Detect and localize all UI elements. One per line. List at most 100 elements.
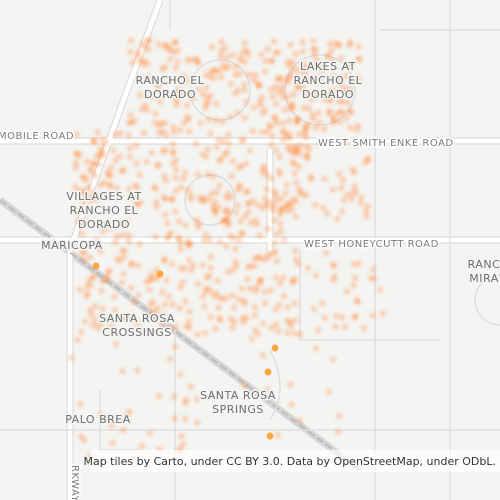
incident-dot: [333, 110, 340, 118]
incident-dot: [303, 65, 310, 72]
incident-dot: [216, 182, 223, 189]
incident-dot: [332, 323, 339, 330]
incident-dot: [250, 104, 257, 111]
incident-dot: [369, 311, 376, 319]
incident-dot: [177, 284, 184, 291]
incident-dot: [170, 123, 177, 131]
incident-dot: [217, 391, 224, 398]
incident-dot: [219, 118, 226, 125]
incident-dot: [339, 208, 346, 215]
incident-dot: [128, 260, 135, 267]
incident-dot: [149, 298, 157, 305]
incident-dot: [284, 303, 291, 311]
incident-dot: [314, 78, 321, 86]
incident-dot: [341, 323, 349, 331]
incident-dot: [264, 386, 271, 394]
incident-dot: [79, 249, 86, 256]
incident-dot: [252, 287, 259, 295]
incident-dot: [133, 320, 141, 327]
incident-dot: [326, 40, 334, 48]
incident-dot: [108, 322, 116, 330]
incident-dot: [155, 393, 163, 400]
incident-dot: [139, 442, 146, 450]
incident-dot: [231, 318, 238, 326]
incident-dot: [162, 131, 170, 139]
incident-dot: [83, 158, 91, 165]
incident-dot: [203, 153, 210, 160]
incident-dot: [295, 130, 303, 138]
incident-dot: [361, 159, 369, 166]
incident-dot: [315, 109, 322, 117]
incident-dot: [296, 150, 303, 157]
incident-dot: [267, 123, 275, 131]
incident-dot: [367, 274, 375, 282]
incident-dot: [355, 260, 363, 267]
incident-dot: [146, 429, 153, 437]
incident-dot: [291, 299, 299, 307]
incident-dot: [238, 137, 245, 145]
incident-dot: [243, 314, 250, 322]
incident-dot: [210, 173, 217, 180]
incident-dot: [279, 136, 287, 144]
incident-dot: [137, 199, 144, 206]
incident-dot: [245, 188, 252, 196]
incident-dot: [216, 238, 224, 245]
incident-dot: [353, 140, 361, 148]
incident-dot: [362, 207, 370, 215]
incident-dot: [223, 148, 231, 156]
incident-dot: [281, 236, 288, 243]
incident-dot: [89, 160, 97, 167]
incident-dot: [112, 157, 119, 164]
incident-dot: [78, 328, 85, 335]
incident-dot: [285, 146, 292, 153]
incident-dot: [169, 150, 176, 157]
incident-dot: [305, 105, 313, 112]
incident-dot: [272, 321, 280, 328]
incident-dot: [83, 283, 91, 291]
incident-dot: [223, 54, 231, 61]
incident-dot: [313, 90, 320, 97]
incident-dot: [241, 382, 249, 389]
incident-dot: [162, 211, 169, 218]
incident-dot: [98, 287, 105, 295]
incident-dot: [202, 101, 210, 108]
incident-dot: [264, 225, 271, 233]
incident-dot: [202, 329, 209, 337]
incident-dot: [181, 399, 189, 407]
incident-dot: [187, 192, 194, 199]
incident-dot: [290, 65, 297, 73]
incident-dot: [334, 428, 342, 436]
road-label: WEST HONEYCUTT ROAD: [304, 239, 439, 250]
incident-dot: [241, 86, 248, 94]
incident-dot: [216, 157, 223, 165]
incident-dot: [260, 165, 268, 173]
incident-dot: [189, 94, 196, 102]
incident-dot: [287, 71, 295, 79]
incident-dot: [339, 176, 347, 184]
incident-dot: [105, 171, 112, 178]
incident-dot: [182, 77, 190, 85]
incident-dot: [113, 233, 121, 240]
incident-dot: [276, 279, 284, 287]
incident-dot: [249, 127, 257, 135]
incident-dot: [275, 327, 282, 335]
incident-dot: [259, 129, 266, 136]
incident-dot: [119, 367, 126, 375]
incident-dot: [220, 138, 227, 145]
incident-dot: [344, 99, 352, 107]
incident-dot: [292, 256, 300, 263]
incident-dot: [225, 140, 233, 147]
incident-dot: [229, 266, 236, 274]
incident-dot: [232, 209, 240, 216]
incident-dot: [355, 74, 362, 82]
incident-dot: [194, 331, 201, 338]
incident-dot: [156, 270, 164, 278]
incident-dot: [271, 113, 278, 121]
incident-dot: [288, 401, 295, 408]
incident-dot: [177, 240, 184, 247]
place-label: SANTA ROSA: [99, 312, 175, 325]
incident-dot: [302, 74, 310, 81]
incident-dot: [279, 119, 287, 127]
incident-dot: [276, 171, 284, 178]
incident-dot: [212, 289, 220, 297]
